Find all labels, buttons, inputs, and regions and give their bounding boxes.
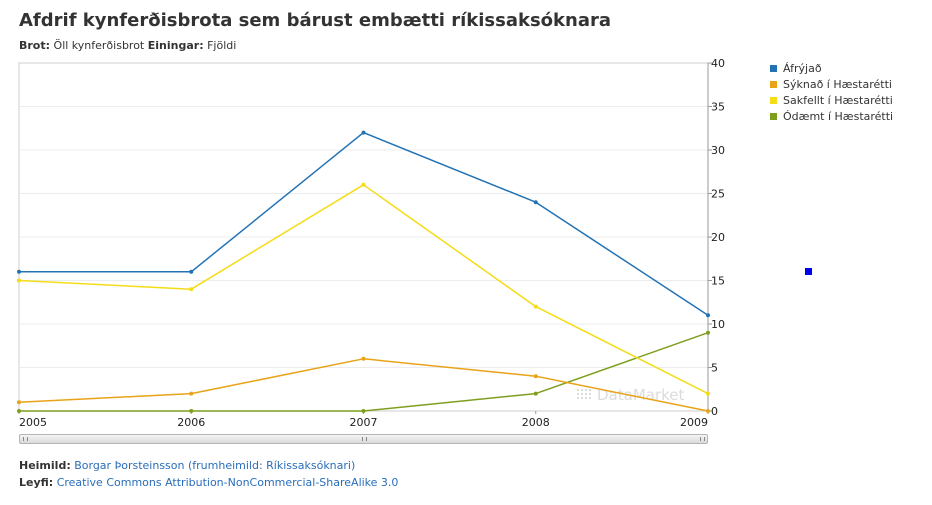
x-tick-label: 2006 [177,416,205,429]
y-tick-label: 40 [711,57,725,70]
brot-label: Brot: [19,39,51,52]
watermark-dot [581,393,583,395]
data-point [361,182,366,187]
y-tick-label: 5 [711,362,718,375]
watermark-text: DataMarket [597,386,684,404]
y-tick-label: 30 [711,144,725,157]
watermark-dot [589,397,591,399]
source-label: Heimild: [19,459,71,472]
source-link[interactable]: Borgar Þorsteinsson (frumheimild: Ríkiss… [74,459,356,472]
data-point [17,409,21,413]
data-point [706,313,710,318]
watermark-dot [585,389,587,391]
data-point [706,330,710,335]
y-tick-label: 35 [711,101,725,114]
time-range-scrollbar[interactable] [19,434,708,444]
watermark: DataMarket [577,386,684,404]
y-tick-label: 25 [711,188,725,201]
watermark-dot [581,397,583,399]
legend-label: Sakfellt í Hæstarétti [783,93,893,107]
legend-label: Sýknað í Hæstarétti [783,77,892,91]
legend-swatch [770,80,777,88]
x-tick-label: 2005 [19,416,47,429]
data-point [17,269,21,274]
watermark-dot [581,389,583,391]
watermark-dot [589,389,591,391]
chart-subtitle: Brot: Öll kynferðisbrot Einingar: Fjöldi [19,39,236,52]
legend-swatch [770,112,777,120]
data-point [17,400,21,405]
legend-item[interactable]: Ódæmt í Hæstarétti [770,108,893,124]
x-tick-label: 2009 [680,416,708,429]
data-point [533,391,538,396]
y-tick-label: 15 [711,275,725,288]
watermark-dot [589,393,591,395]
data-point [533,304,538,309]
data-point [533,200,538,205]
y-tick-label: 0 [711,405,718,418]
data-point [706,391,710,396]
scrollbar-center-grip[interactable] [362,437,367,441]
watermark-dot [585,393,587,395]
license-line: Leyfi: Creative Commons Attribution-NonC… [19,476,398,489]
license-label: Leyfi: [19,476,54,489]
legend-item[interactable]: Sakfellt í Hæstarétti [770,92,893,108]
watermark-dot [577,397,579,399]
data-point [189,269,194,274]
legend-swatch [770,96,777,104]
y-tick-label: 10 [711,318,725,331]
data-point [361,409,366,413]
einingar-label: Einingar: [147,39,204,52]
chart-title: Afdrif kynferðisbrota sem bárust embætti… [19,10,611,31]
data-point [189,391,194,396]
license-link[interactable]: Creative Commons Attribution-NonCommerci… [56,476,399,489]
data-point [533,374,538,379]
legend-item[interactable]: Áfrýjað [770,60,893,76]
watermark-dot [585,397,587,399]
data-point [361,130,366,135]
data-point [189,409,194,413]
data-point [706,409,710,413]
x-tick-label: 2008 [522,416,550,429]
chart-legend: Áfrýjað Sýknað í Hæstarétti Sakfellt í Hæs… [770,60,893,124]
data-point [189,287,194,292]
selection-marker [805,268,812,275]
einingar-value: Fjöldi [207,39,237,52]
legend-label: Áfrýjað [783,61,822,75]
watermark-dot [577,389,579,391]
scrollbar-left-handle[interactable] [23,437,28,441]
data-point [361,356,366,361]
data-point [17,278,21,283]
source-line: Heimild: Borgar Þorsteinsson (frumheimil… [19,459,355,472]
legend-label: Ódæmt í Hæstarétti [783,109,894,123]
legend-swatch [770,64,777,72]
brot-value: Öll kynferðisbrot [53,39,145,52]
y-tick-label: 20 [711,231,725,244]
watermark-dot [577,393,579,395]
scrollbar-right-handle[interactable] [700,437,705,441]
x-tick-label: 2007 [350,416,378,429]
legend-item[interactable]: Sýknað í Hæstarétti [770,76,893,92]
